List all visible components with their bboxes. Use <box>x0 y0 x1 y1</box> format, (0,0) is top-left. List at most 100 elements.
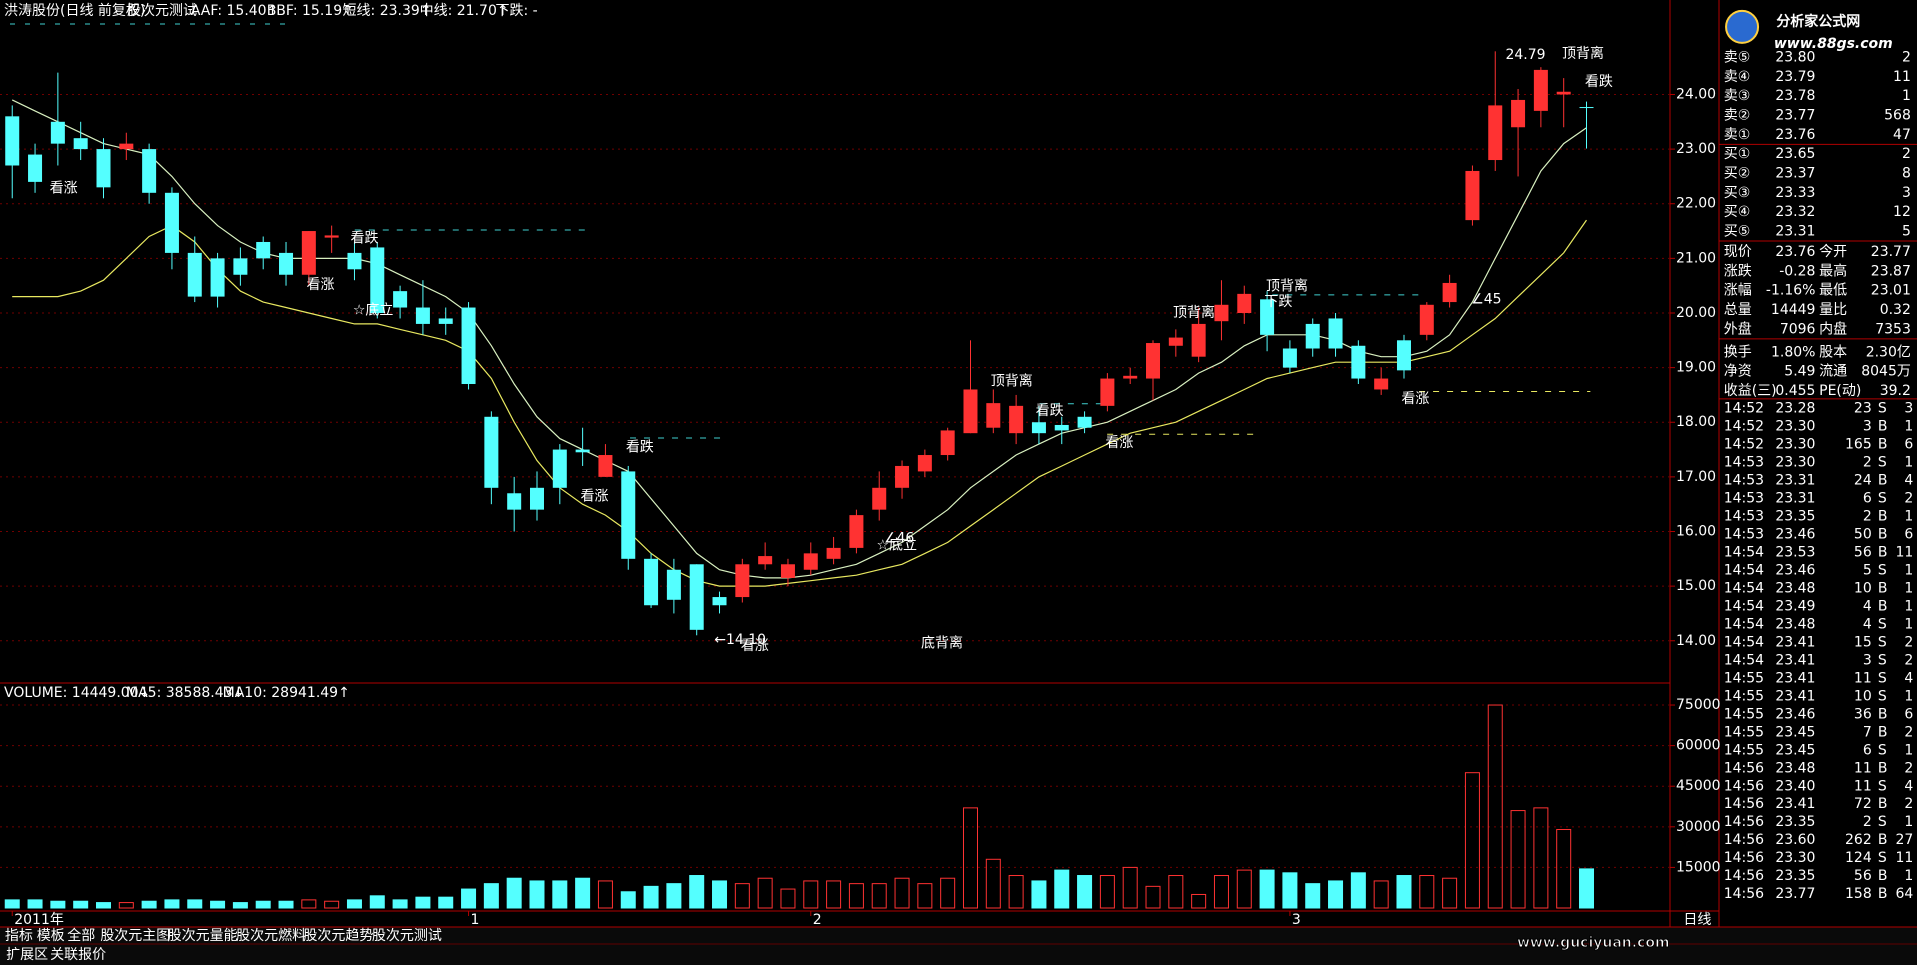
candle-body <box>1419 304 1434 335</box>
header-indicator: AAF: 15.40↑ <box>191 3 278 19</box>
tick-time: 14:54 <box>1724 598 1764 614</box>
tick-count: 2 <box>1904 796 1913 812</box>
volume-bar <box>1396 875 1412 909</box>
tab[interactable]: 股次元测试 <box>372 928 442 944</box>
tick-price: 23.45 <box>1775 724 1815 740</box>
volume-bar <box>643 885 659 909</box>
candle-body <box>963 389 978 434</box>
volume-title: VOLUME: 14449.00↓ <box>4 685 150 701</box>
tick-side: B <box>1878 886 1888 902</box>
volume-bar <box>666 883 682 909</box>
volume-bar <box>985 858 1001 909</box>
tick-volume: 11 <box>1854 670 1872 686</box>
tab[interactable]: 全部 <box>67 927 95 944</box>
tick-count: 1 <box>1904 455 1913 471</box>
tick-price: 23.45 <box>1775 742 1815 758</box>
header-indicator: 短线: 23.39↑ <box>343 3 432 19</box>
tick-time: 14:53 <box>1724 455 1764 471</box>
tick-count: 1 <box>1904 598 1913 614</box>
tick-count: 11 <box>1896 850 1914 866</box>
tick-count: 6 <box>1904 706 1913 722</box>
tab[interactable]: 股次元主图 <box>100 928 170 944</box>
volume-bar <box>803 880 819 909</box>
tick-time: 14:56 <box>1724 850 1764 866</box>
book-price: 23.33 <box>1775 185 1815 201</box>
tick-side: S <box>1878 688 1887 704</box>
tick-time: 14:52 <box>1724 419 1764 435</box>
tick-price: 23.35 <box>1775 868 1815 884</box>
volume-bar <box>780 888 796 909</box>
volume-bar <box>141 900 157 909</box>
tab[interactable]: 股次元燃料 <box>236 927 306 944</box>
signal-annotation: 看涨 <box>741 638 769 654</box>
tick-volume: 3 <box>1863 419 1872 435</box>
tick-side: B <box>1878 437 1888 453</box>
tick-side: S <box>1878 742 1887 758</box>
book-label: 卖① <box>1724 127 1751 143</box>
quote-label: 涨幅 <box>1724 283 1752 299</box>
tick-price: 23.41 <box>1775 652 1815 668</box>
x-tick-label: 1 <box>471 912 480 928</box>
volume-bar <box>1122 866 1138 909</box>
signal-annotation: ∠46 <box>884 530 914 546</box>
volume-bar <box>232 902 248 909</box>
tick-time: 14:53 <box>1724 509 1764 525</box>
quote-label: 今开 <box>1819 244 1847 260</box>
book-price: 23.79 <box>1775 69 1815 85</box>
candle-body <box>1556 91 1571 95</box>
tick-volume: 15 <box>1854 634 1872 650</box>
tab[interactable]: 扩展区 <box>6 947 48 963</box>
quote-value: 8045万 <box>1861 364 1911 380</box>
tick-price: 23.41 <box>1775 688 1815 704</box>
indicator-line <box>12 219 1587 587</box>
candle-body <box>575 449 590 453</box>
tick-side: S <box>1878 652 1887 668</box>
tick-count: 3 <box>1904 401 1913 417</box>
tick-side: S <box>1878 634 1887 650</box>
tick-volume: 6 <box>1863 491 1872 507</box>
volume-bar <box>1510 810 1526 909</box>
tick-count: 4 <box>1904 473 1913 489</box>
tick-volume: 165 <box>1845 437 1872 453</box>
tick-volume: 6 <box>1863 742 1872 758</box>
candle-body <box>187 252 202 297</box>
tab[interactable]: 关联报价 <box>50 947 106 963</box>
tick-price: 23.46 <box>1775 526 1815 542</box>
tick-volume: 36 <box>1854 706 1872 722</box>
tab[interactable]: 模板 <box>37 928 65 944</box>
signal-annotation: ☆底立 <box>353 303 394 319</box>
tick-volume: 10 <box>1854 688 1872 704</box>
book-volume: 47 <box>1893 127 1911 143</box>
volume-bar <box>1373 880 1389 909</box>
quote-label: 现价 <box>1724 244 1752 260</box>
signal-annotation: 顶背离 <box>991 373 1033 390</box>
tab[interactable]: 股次元量能 <box>168 928 238 944</box>
candle-body <box>1054 424 1069 431</box>
tab[interactable]: 股次元趋势 <box>303 928 373 944</box>
candle-body <box>598 455 613 477</box>
candle-body <box>1282 348 1297 368</box>
header-indicator: 下跌: - <box>495 3 537 19</box>
candle-body <box>803 553 818 570</box>
book-volume: 12 <box>1893 204 1911 220</box>
tab[interactable]: 指标 <box>5 928 33 944</box>
signal-annotation: 看涨 <box>307 277 335 293</box>
volume-bar <box>940 877 956 909</box>
y-tick-label: 23.00 <box>1676 141 1716 157</box>
book-price: 23.32 <box>1775 204 1815 220</box>
candle-body <box>507 493 522 510</box>
signal-annotation: 顶背离 <box>1266 277 1308 294</box>
tick-count: 1 <box>1904 742 1913 758</box>
candle-body <box>1442 282 1457 303</box>
candle-body <box>780 564 795 578</box>
tick-side: B <box>1878 509 1888 525</box>
tick-price: 23.49 <box>1775 598 1815 614</box>
volume-bar <box>689 875 705 909</box>
quote-label: 量比 <box>1819 302 1847 318</box>
candle-body <box>438 318 453 324</box>
volume-bar <box>1145 885 1161 909</box>
volume-bar <box>187 899 203 909</box>
quote-label: 股本 <box>1819 344 1847 360</box>
tick-count: 2 <box>1904 724 1913 740</box>
candle-body <box>1305 323 1320 349</box>
